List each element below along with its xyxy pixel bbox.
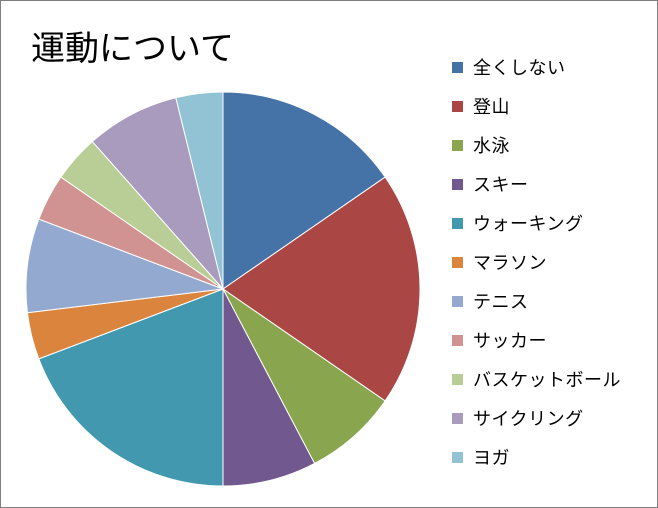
legend-item: サイクリング — [452, 403, 584, 433]
pie-slice-11 — [175, 91, 224, 290]
legend-swatch — [452, 178, 463, 190]
pie-slice-5 — [38, 288, 224, 487]
legend-swatch — [452, 334, 463, 346]
legend-item: 全くしない — [452, 52, 566, 82]
legend-label: ヨガ — [473, 448, 510, 469]
legend-label: サイクリング — [473, 409, 584, 430]
legend-item: 水泳 — [452, 130, 510, 160]
pie-slice-7 — [25, 218, 224, 314]
legend-item: ウォーキング — [452, 208, 583, 238]
pie-slice-3 — [222, 288, 386, 465]
legend-item: マラソン — [452, 247, 547, 277]
legend-label: 登山 — [473, 97, 510, 118]
legend-item: スキー — [452, 169, 529, 199]
legend-label: マラソン — [473, 253, 547, 274]
legend-swatch — [452, 412, 463, 424]
legend-label: スキー — [473, 175, 529, 196]
legend-swatch — [452, 373, 463, 385]
legend-label: バスケットボール — [473, 370, 621, 391]
legend-swatch — [452, 139, 463, 151]
legend-label: サッカー — [473, 331, 547, 352]
legend-item: 登山 — [452, 91, 510, 121]
legend-swatch — [452, 451, 463, 463]
legend-swatch — [452, 217, 463, 229]
pie-slice-10 — [91, 97, 224, 290]
chart-title: 運動について — [31, 29, 234, 69]
legend-swatch — [452, 256, 463, 268]
legend-item: サッカー — [452, 325, 547, 355]
legend-label: ウォーキング — [473, 214, 584, 235]
pie-slice-2 — [222, 176, 421, 402]
legend-swatch — [452, 61, 463, 73]
legend-label: 全くしない — [473, 58, 566, 79]
pie-slice-1 — [222, 91, 386, 290]
legend-item: ヨガ — [452, 442, 510, 472]
legend-swatch — [452, 100, 463, 112]
legend-label: 水泳 — [473, 136, 510, 157]
legend-item: バスケットボール — [452, 364, 621, 394]
legend-item: テニス — [452, 286, 529, 316]
legend-swatch — [452, 295, 463, 307]
pie-slice-4 — [222, 288, 316, 487]
legend-label: テニス — [473, 292, 529, 313]
